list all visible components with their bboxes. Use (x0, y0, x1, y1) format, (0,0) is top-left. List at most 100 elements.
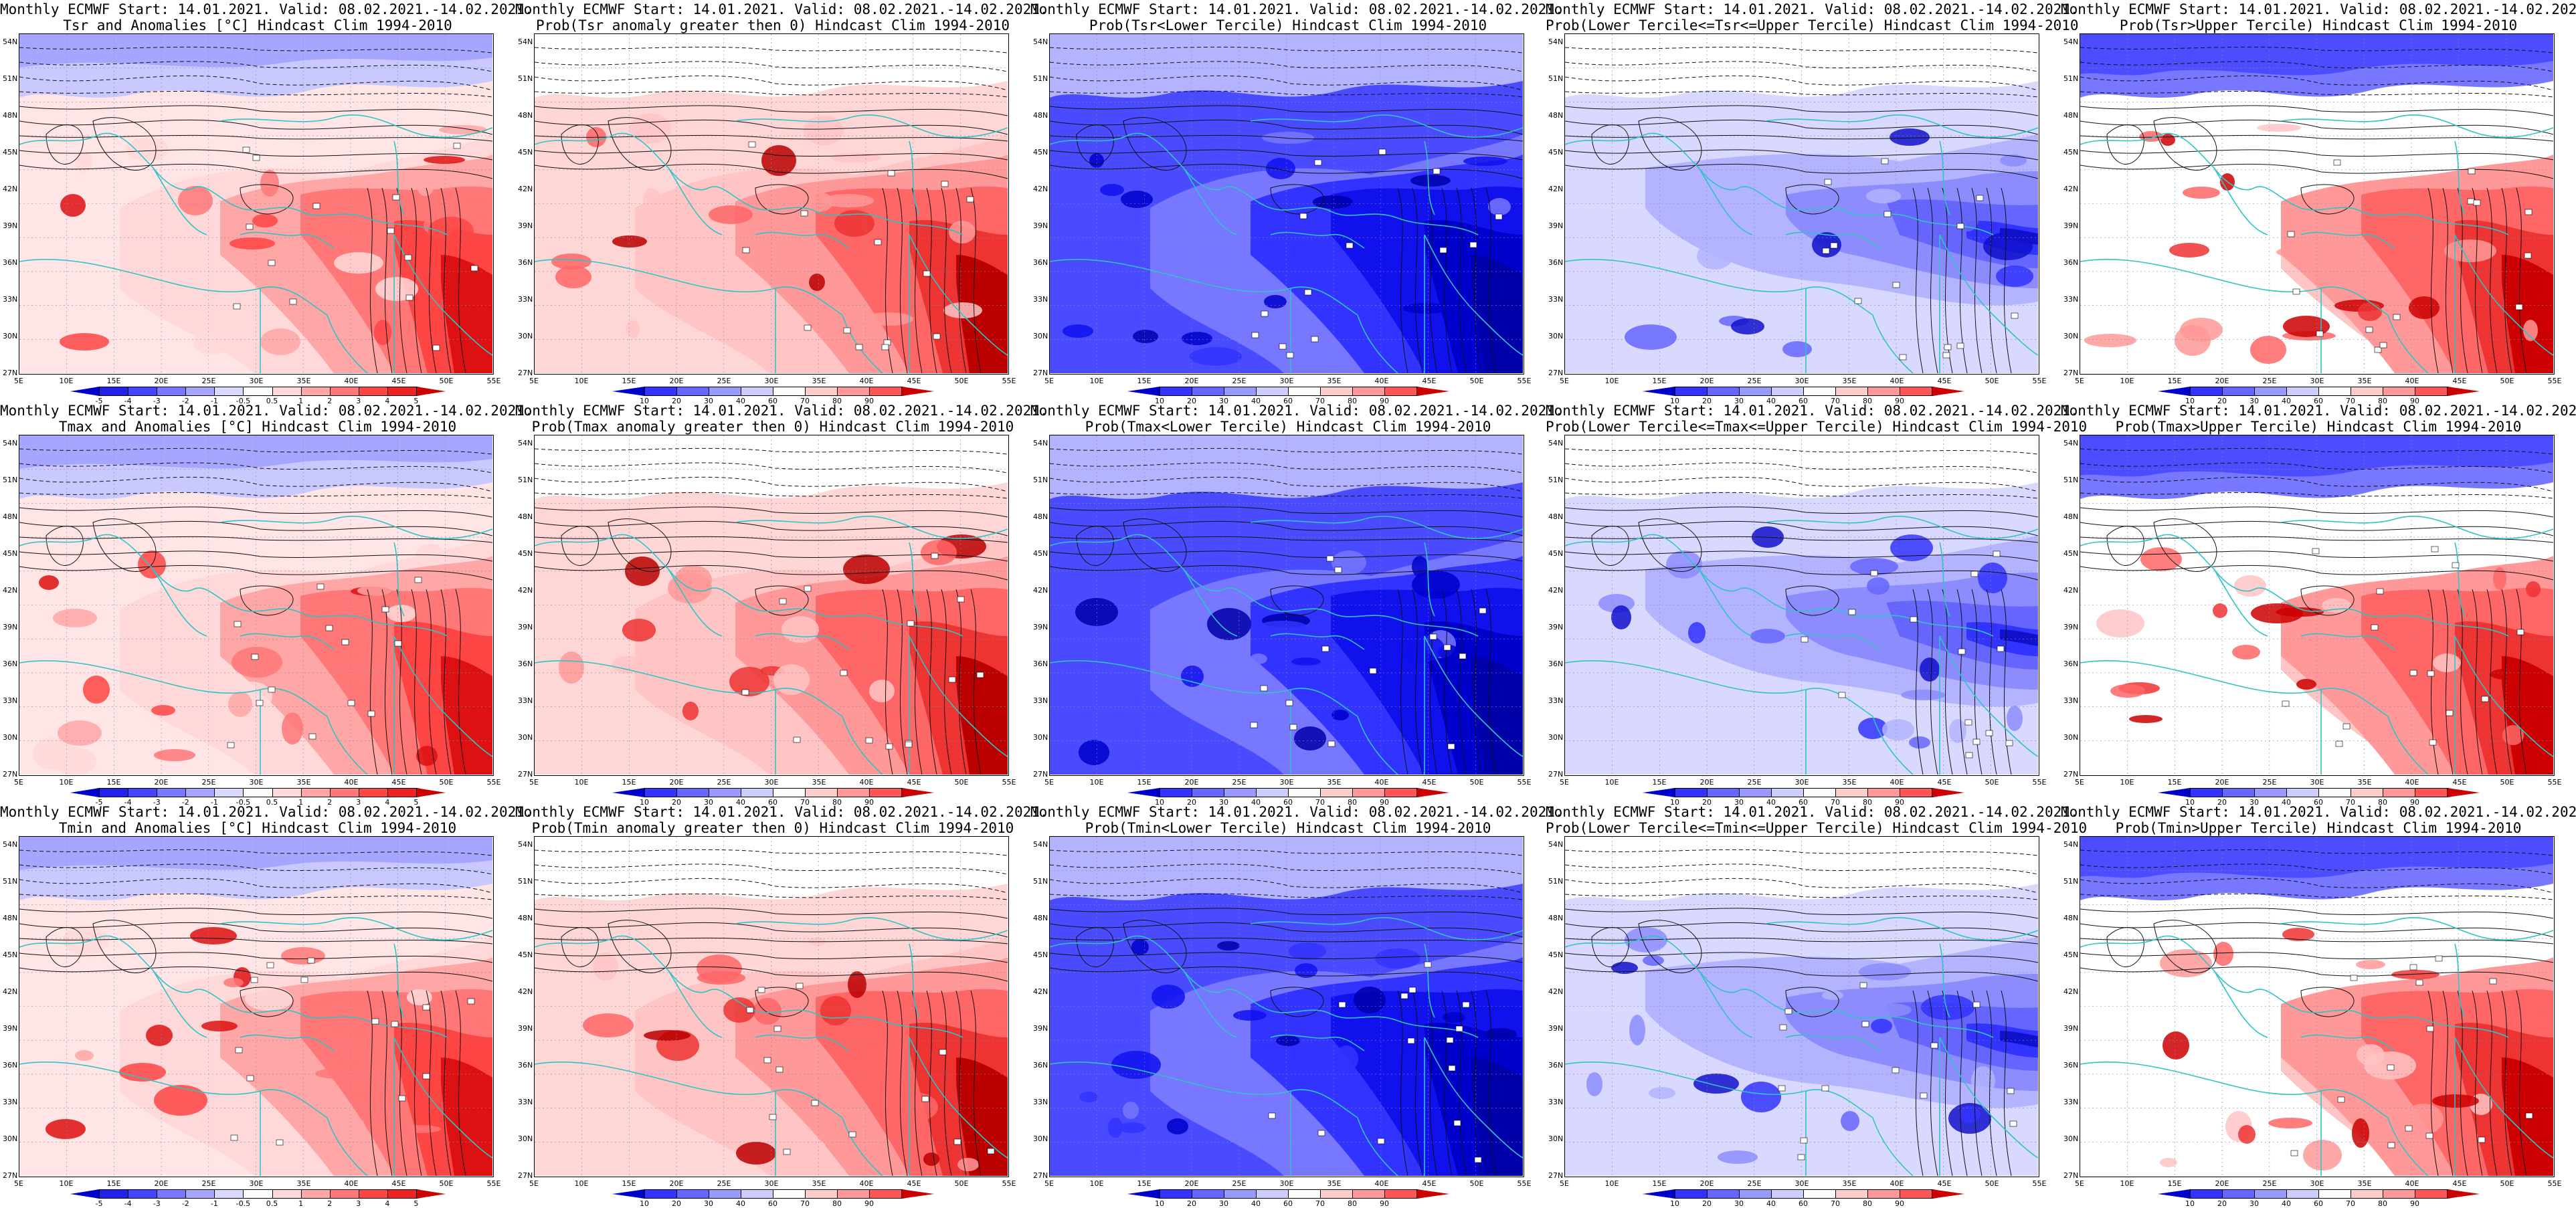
colorbar (2158, 1189, 2480, 1199)
field-layer (956, 656, 1008, 775)
field-patch (583, 1013, 634, 1037)
colorbar-segment (387, 1189, 417, 1199)
colorbar-tick-label: -0.5 (236, 397, 251, 405)
contour-label-box (235, 1047, 243, 1053)
latitude-label: 33N (1548, 295, 1564, 304)
longitude-label: 55E (2032, 1179, 2047, 1188)
longitude-label: 45E (1422, 1179, 1437, 1188)
colorbar-segment (1320, 788, 1353, 797)
colorbar-tick-label: 40 (2282, 798, 2291, 807)
colorbar-segment (1675, 1189, 1708, 1199)
field-patch (2251, 603, 2303, 623)
colorbar-segment (272, 1189, 302, 1199)
longitude-label: 5E (529, 778, 539, 787)
field-patch (1949, 719, 1966, 743)
colorbar-segment (1867, 1189, 1900, 1199)
field-patch (1841, 1111, 1859, 1131)
field-patch (551, 254, 591, 270)
field-patch (1075, 598, 1118, 626)
field-patch (223, 978, 244, 987)
colorbar-segment (1771, 788, 1804, 797)
longitude-label: 40E (344, 778, 359, 787)
longitude-label: 15E (106, 778, 121, 787)
longitude-label: 55E (1002, 377, 1016, 385)
colorbar-tick-label: 20 (672, 798, 681, 807)
colorbar-tick-label: 1 (298, 397, 304, 405)
colorbar-tick-label: 4 (385, 397, 390, 405)
latitude-label: 39N (518, 221, 533, 230)
longitude-label: 5E (1560, 377, 1569, 385)
latitude-label: 30N (3, 1134, 18, 1143)
field-patch (399, 1125, 441, 1133)
longitude-label: 50E (1469, 1179, 1484, 1188)
field-patch (1108, 1118, 1123, 1138)
field-layer (2000, 1031, 2038, 1047)
contour-label-box (2446, 710, 2454, 716)
contour-label-box (800, 210, 808, 217)
latitude-label: 51N (1033, 74, 1048, 83)
field-patch (753, 998, 781, 1025)
longitude-label: 15E (1137, 778, 1152, 787)
contour-label-box (748, 141, 756, 148)
colorbar-segment (1739, 387, 1772, 396)
longitude-label: 20E (2215, 377, 2229, 385)
colorbar-segment (387, 387, 417, 396)
isotherm-contours (2080, 849, 2553, 1176)
latitude-label: 51N (2063, 476, 2079, 484)
latitude-label: 30N (3, 332, 18, 340)
field-patch (1334, 1045, 1358, 1072)
latitude-label: 30N (3, 733, 18, 742)
contour-label-box (907, 620, 915, 627)
colorbar-tick-label: 90 (2410, 798, 2419, 807)
contour-label-box (804, 585, 812, 592)
field-layer (2000, 629, 2038, 646)
longitude-label: 30E (249, 778, 264, 787)
contour-label-box (1870, 570, 1878, 577)
colorbar (70, 788, 446, 797)
colorbar-tick-label: 30 (1734, 798, 1744, 807)
longitude-label: 45E (1422, 778, 1437, 787)
longitude-label: 45E (1937, 377, 1952, 385)
latitude-label: 36N (1033, 258, 1048, 267)
field-patch (387, 605, 416, 622)
contour-label-box (1848, 609, 1856, 615)
field-patch (1666, 550, 1702, 579)
forecast-map (19, 836, 494, 1177)
latitude-label: 54N (1548, 439, 1564, 447)
contour-label-box (371, 1018, 379, 1025)
field-patch (1181, 666, 1204, 687)
field-patch (2163, 1031, 2189, 1060)
longitude-label: 50E (1985, 778, 1999, 787)
longitude-label: 10E (574, 778, 589, 787)
field-patch (1867, 577, 1890, 595)
longitude-label: 15E (106, 377, 121, 385)
colorbar (1127, 1189, 1449, 1199)
colorbar-segment (387, 788, 417, 797)
latitude-label: 36N (3, 258, 18, 267)
longitude-label: 30E (1279, 778, 1294, 787)
field-patch (2509, 1003, 2553, 1019)
longitude-label: 55E (1002, 778, 1016, 787)
contour-label-box (2435, 955, 2443, 962)
longitude-label: 20E (154, 377, 169, 385)
colorbar-segment (2415, 1189, 2448, 1199)
latitude-label: 42N (1548, 987, 1564, 996)
contour-label-box (1859, 982, 1867, 989)
colorbar-segment (1384, 788, 1417, 797)
contour-label-box (252, 155, 260, 161)
colorbar-segment (773, 788, 806, 797)
coastlines (535, 917, 1008, 1176)
colorbar-segment (2286, 788, 2319, 797)
contour-label-box (1964, 719, 1972, 726)
colorbar (70, 387, 446, 396)
latitude-label: 39N (3, 1024, 18, 1033)
longitude-label: 40E (2405, 778, 2419, 787)
colorbar-tick-label: 90 (864, 798, 874, 807)
latitude-label: 51N (1548, 74, 1564, 83)
field-patch (2169, 243, 2209, 258)
field-patch (707, 1101, 759, 1120)
contour-label-box (1944, 344, 1952, 350)
contour-label-box (921, 1096, 929, 1102)
longitude-label: 20E (1699, 377, 1714, 385)
